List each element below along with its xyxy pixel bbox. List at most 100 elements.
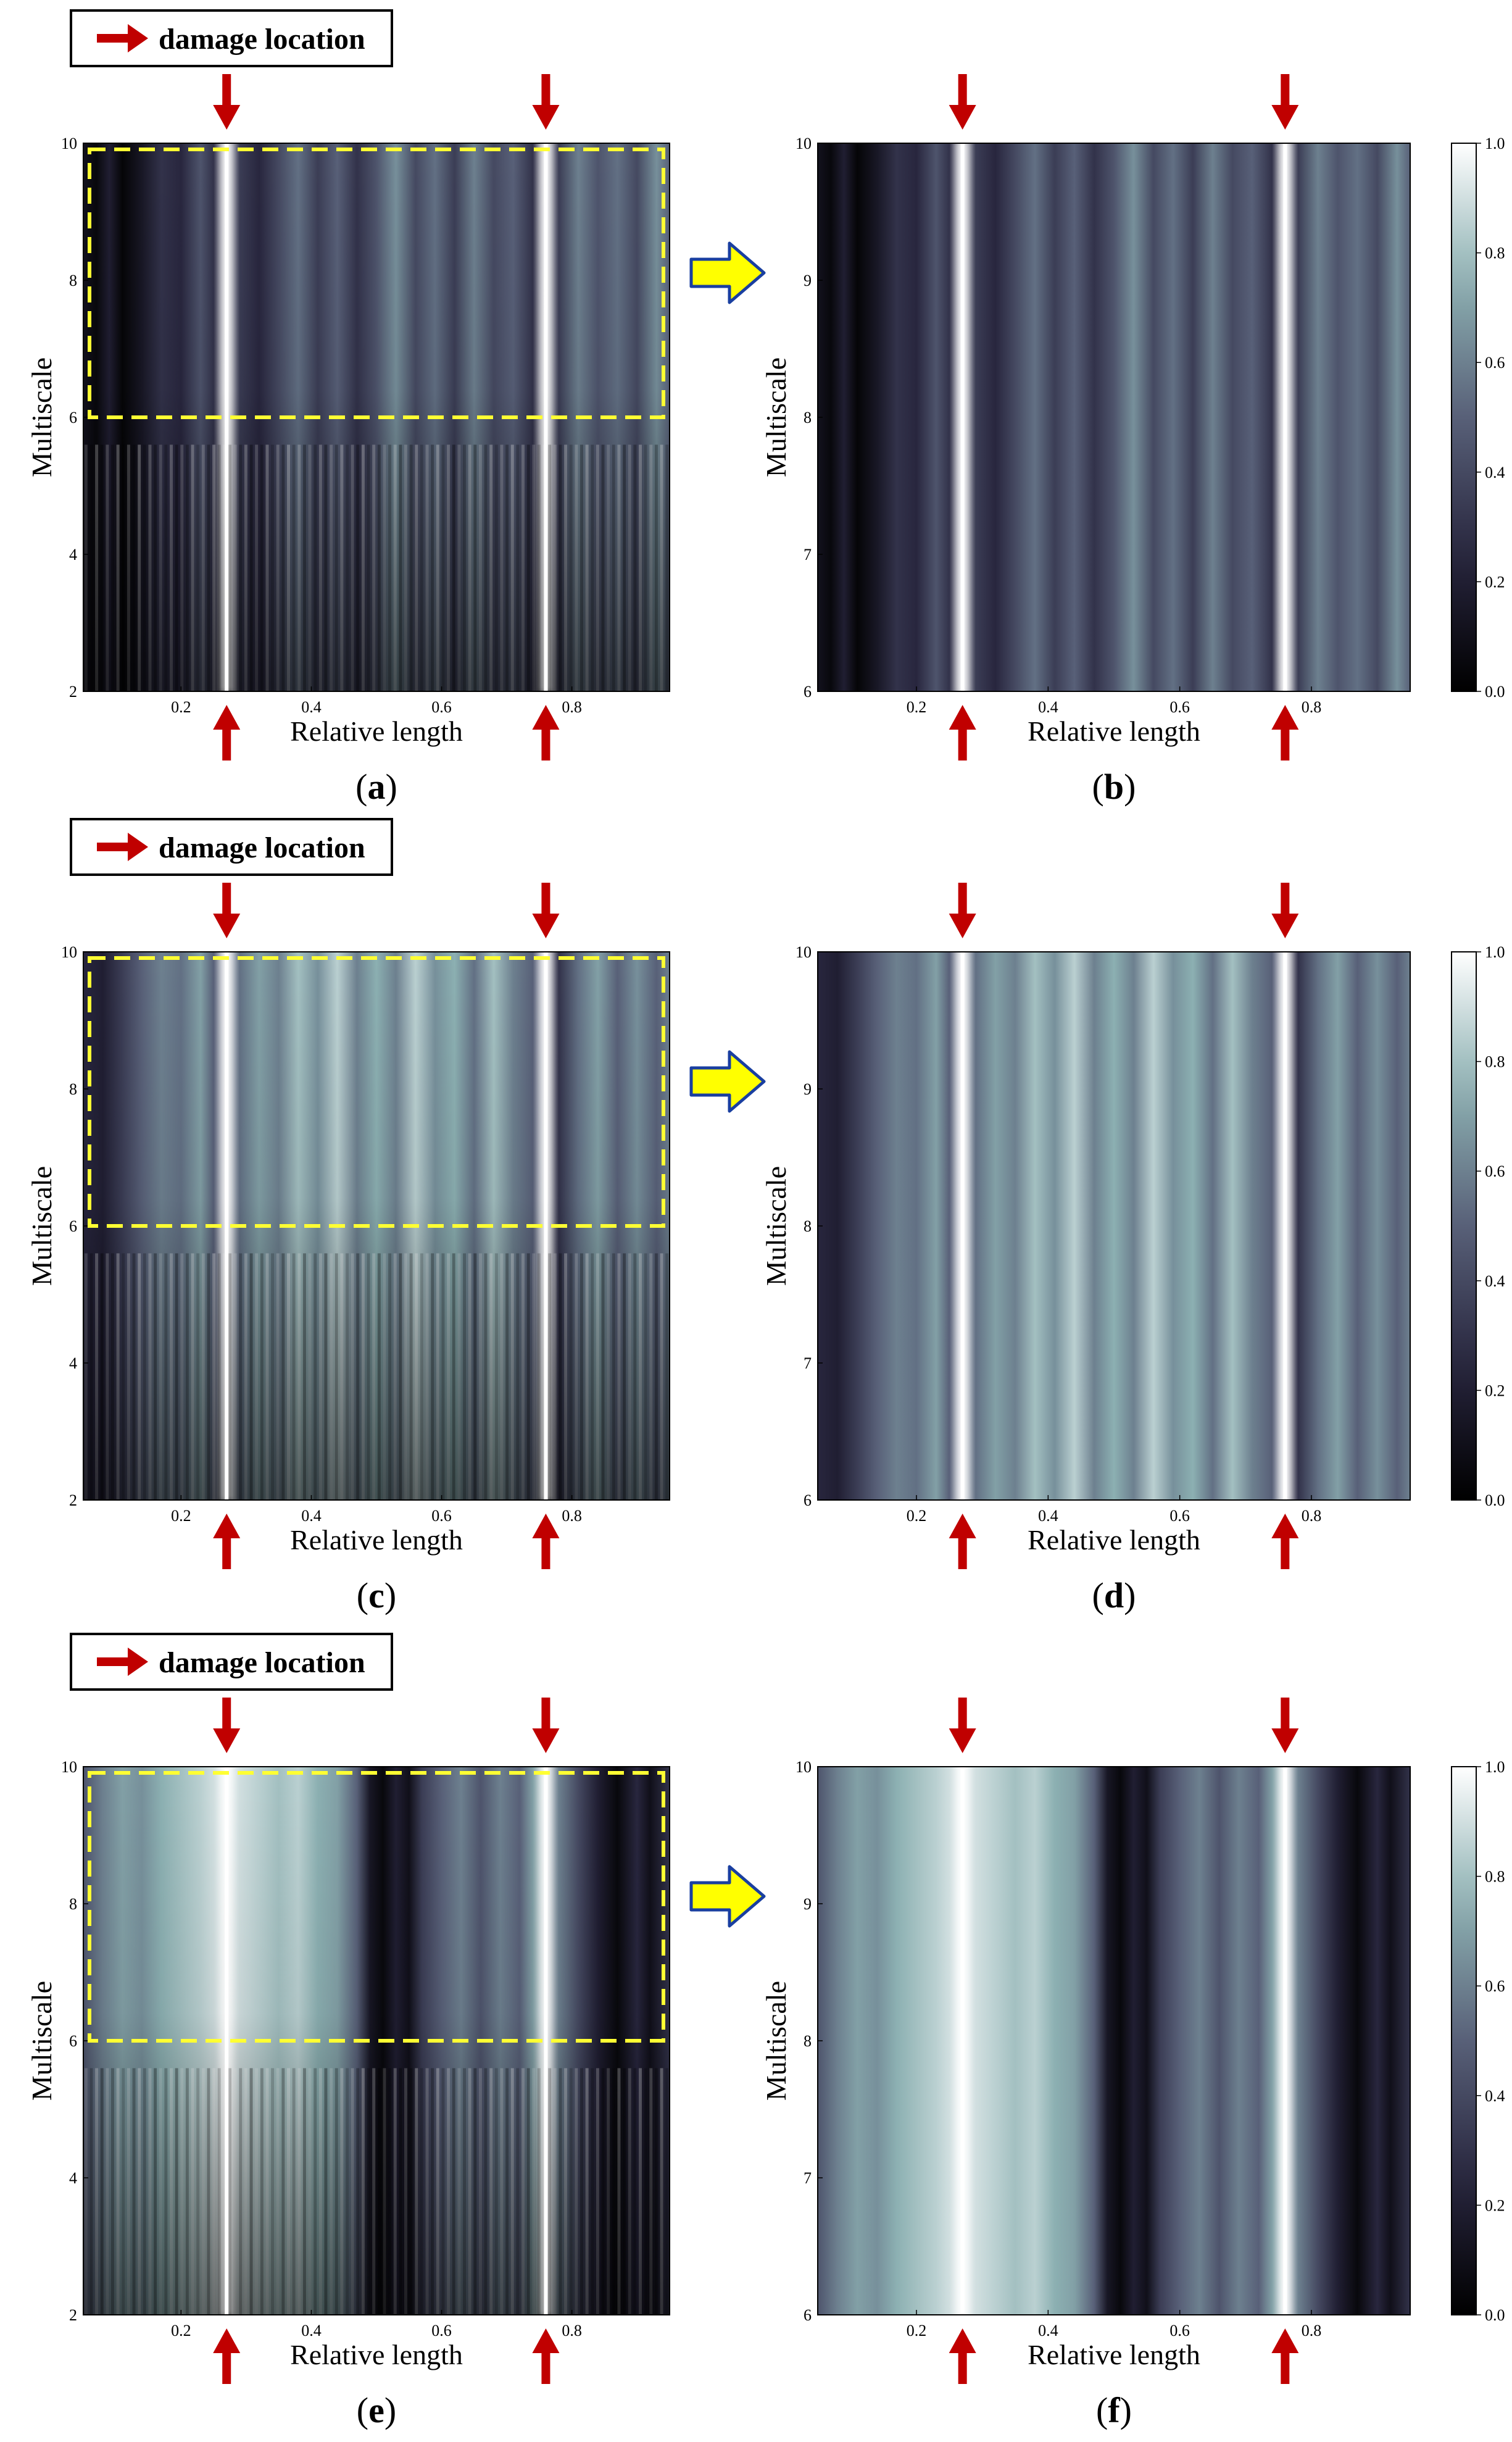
- damage-ridge: [1283, 952, 1287, 1500]
- heatmap-f: [818, 1767, 1410, 2315]
- y-tick-label: 6: [804, 1491, 812, 1509]
- x-tick-label: 0.6: [431, 698, 452, 716]
- y-axis-label: Multiscale: [760, 1981, 792, 2101]
- y-tick-label: 6: [804, 683, 812, 701]
- panel-caption: (a): [355, 767, 397, 807]
- y-tick-label: 4: [69, 546, 77, 564]
- y-tick-label: 7: [804, 1354, 812, 1372]
- legend-box: [70, 818, 393, 876]
- x-tick-label: 0.6: [431, 2322, 452, 2340]
- y-tick-label: 10: [61, 1758, 77, 1776]
- y-tick-label: 8: [69, 1895, 77, 1913]
- y-tick-label: 4: [69, 2169, 77, 2187]
- damage-arrow-bottom: [532, 1514, 560, 1569]
- y-tick-label: 8: [804, 409, 812, 427]
- highlight-region-box: [88, 956, 665, 1228]
- y-tick-label: 9: [804, 272, 812, 290]
- colorbar-tick-label: 1.0: [1485, 135, 1505, 152]
- legend-arrow-icon: [97, 24, 148, 52]
- colorbar-tick-label: 0.8: [1485, 1868, 1505, 1886]
- x-tick-label: 0.2: [171, 698, 191, 716]
- y-tick-label: 2: [69, 2306, 77, 2324]
- x-tick-label: 0.2: [907, 698, 927, 716]
- legend-label: damage location: [159, 23, 365, 56]
- y-tick-label: 6: [804, 2306, 812, 2324]
- y-tick-label: 8: [69, 272, 77, 290]
- damage-ridge: [544, 952, 548, 1500]
- legend-arrow-icon: [97, 1648, 148, 1676]
- legend-arrow-icon: [97, 833, 148, 861]
- colorbar-gradient: [1451, 143, 1477, 692]
- y-axis-label: Multiscale: [26, 1981, 57, 2101]
- colorbar-tick-label: 1.0: [1485, 943, 1505, 961]
- damage-arrow-bottom: [949, 2328, 976, 2384]
- colorbar-f: 0.0 0.2 0.4 0.6 0.8 1.0: [1451, 1758, 1505, 2324]
- panel-a: 0.2 0.4 0.6 0.8 2 4 6 8 10 Relative length Multisc…: [26, 9, 670, 807]
- colorbar-tick-label: 0.8: [1485, 1053, 1505, 1071]
- damage-ridge: [544, 143, 548, 691]
- y-tick-label: 10: [61, 943, 77, 961]
- x-tick-label: 0.4: [301, 2322, 322, 2340]
- panel-caption: (f): [1096, 2390, 1132, 2430]
- damage-arrow-bottom: [1271, 1514, 1299, 1569]
- damage-ridge: [225, 143, 229, 691]
- y-tick-label: 8: [804, 1217, 812, 1235]
- damage-arrow-top: [213, 74, 241, 130]
- damage-legend: damage location: [70, 818, 393, 876]
- panel-e: 0.2 0.4 0.6 0.8 2 4 6 8 10 Relative length Multisc…: [26, 1633, 670, 2430]
- zoom-arrow-icon: [689, 241, 766, 304]
- damage-ridge: [225, 952, 229, 1500]
- x-tick-label: 0.8: [562, 698, 582, 716]
- damage-arrow-top: [532, 883, 560, 938]
- x-tick-label: 0.2: [171, 1507, 191, 1525]
- y-axis-label: Multiscale: [26, 1166, 57, 1286]
- y-tick-label: 6: [69, 1217, 77, 1235]
- colorbar-tick-label: 0.6: [1485, 354, 1505, 372]
- zoom-arrow-icon: [689, 1865, 766, 1928]
- damage-arrow-top: [532, 74, 560, 130]
- x-tick-label: 0.4: [1038, 1507, 1058, 1525]
- y-tick-label: 10: [795, 1758, 812, 1776]
- x-tick-label: 0.2: [171, 2322, 191, 2340]
- y-tick-label: 10: [795, 135, 812, 152]
- damage-ridge: [1283, 1767, 1287, 2315]
- damage-ridge: [544, 1767, 548, 2315]
- damage-arrow-bottom: [532, 705, 560, 761]
- y-tick-label: 2: [69, 683, 77, 701]
- x-tick-label: 0.6: [431, 1507, 452, 1525]
- x-axis-label: Relative length: [1028, 2339, 1200, 2370]
- damage-arrow-top: [213, 1698, 241, 1753]
- colorbar-gradient: [1451, 1766, 1477, 2315]
- damage-arrow-bottom: [1271, 705, 1299, 761]
- colorbar-tick-label: 0.4: [1485, 464, 1505, 481]
- damage-legend: damage location: [70, 1633, 393, 1691]
- y-tick-label: 9: [804, 1080, 812, 1098]
- x-axis-label: Relative length: [1028, 1524, 1200, 1556]
- x-tick-label: 0.8: [1302, 698, 1322, 716]
- y-axis-label: Multiscale: [760, 357, 792, 477]
- panel-caption: (c): [357, 1575, 396, 1615]
- damage-arrow-bottom: [1271, 2328, 1299, 2384]
- damage-arrow-bottom: [213, 1514, 241, 1569]
- colorbar-tick-label: 0.4: [1485, 1272, 1505, 1290]
- x-tick-label: 0.8: [562, 2322, 582, 2340]
- highlight-region-box: [88, 148, 665, 419]
- legend-label: damage location: [159, 831, 365, 864]
- colorbar-tick-label: 0.0: [1485, 683, 1505, 701]
- damage-arrow-top: [532, 1698, 560, 1753]
- y-tick-label: 6: [69, 2032, 77, 2050]
- panel-c: 0.2 0.4 0.6 0.8 2 4 6 8 10 Relative length Multisc…: [26, 818, 670, 1615]
- x-tick-label: 0.4: [1038, 2322, 1058, 2340]
- y-tick-label: 10: [795, 943, 812, 961]
- colorbar-tick-label: 0.6: [1485, 1977, 1505, 1995]
- colorbar-tick-label: 0.0: [1485, 2306, 1505, 2324]
- x-tick-label: 0.6: [1169, 1507, 1190, 1525]
- damage-arrow-top: [949, 883, 976, 938]
- colorbar-tick-label: 0.4: [1485, 2087, 1505, 2105]
- y-tick-label: 7: [804, 2169, 812, 2187]
- x-tick-label: 0.6: [1169, 2322, 1190, 2340]
- colorbar-tick-label: 0.6: [1485, 1162, 1505, 1180]
- colorbar-tick-label: 1.0: [1485, 1758, 1505, 1776]
- panel-caption: (b): [1092, 767, 1136, 807]
- y-tick-label: 8: [804, 2032, 812, 2050]
